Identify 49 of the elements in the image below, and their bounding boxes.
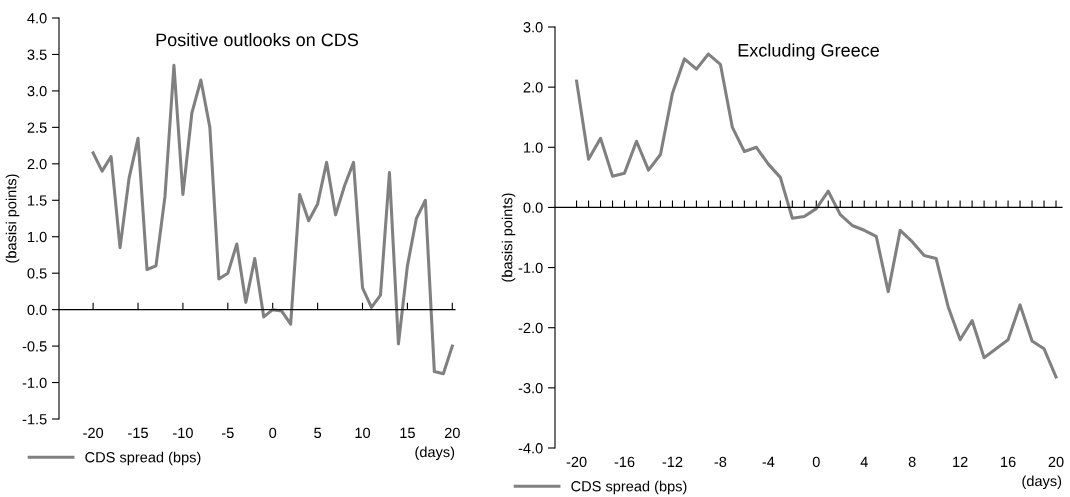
y-tick-label: 1.5 (28, 195, 47, 206)
x-tick-label: -20 (83, 427, 104, 439)
x-tick-label: -5 (221, 427, 234, 439)
x-axis-title: (days) (1022, 475, 1062, 490)
y-tick-label: -3.0 (518, 382, 543, 394)
legend-label: CDS spread (bps) (85, 451, 201, 466)
x-tick-label: -4 (762, 456, 775, 467)
y-tick-label: 2.0 (27, 158, 47, 170)
x-tick-label: -20 (566, 456, 587, 468)
y-tick-label: 0.0 (27, 304, 47, 316)
y-tick-label: 3.0 (523, 22, 543, 33)
text: Positive outlooks on CDS (156, 32, 359, 47)
x-tick-label: 10 (355, 427, 371, 439)
x-tick-label: 8 (908, 456, 916, 468)
y-tick-label: -1.5 (22, 414, 47, 425)
x-tick-label: 16 (1001, 456, 1016, 468)
x-tick-label: -15 (128, 427, 148, 439)
y-tick-label: 4.0 (27, 13, 47, 24)
y-axis-title: (basisi points) (5, 174, 20, 263)
x-tick-label: 0 (812, 456, 820, 468)
y-tick-label: -2.0 (518, 322, 543, 334)
y-tick-label: -1.0 (22, 377, 47, 388)
x-tick-label: 15 (400, 427, 415, 439)
y-tick-label: -4.0 (518, 443, 543, 454)
x-tick-label: -8 (714, 456, 727, 468)
y-tick-label: -0.5 (22, 341, 47, 352)
x-tick-label: 4 (860, 456, 868, 467)
y-tick-label: 2.5 (27, 122, 47, 133)
text: Excluding Greece (738, 43, 879, 61)
y-tick-label: -1.0 (518, 262, 543, 273)
y-tick-label: 1.0 (524, 142, 543, 153)
legend-label: CDS spread (bps) (571, 480, 687, 495)
y-tick-label: 1.0 (28, 231, 47, 243)
x-tick-label: -12 (662, 456, 683, 467)
y-tick-label: 0.0 (523, 202, 543, 213)
x-tick-label: 20 (444, 427, 460, 439)
y-tick-label: 3.5 (27, 49, 47, 60)
x-tick-label: 0 (269, 427, 277, 439)
x-tick-label: 20 (1048, 456, 1064, 468)
x-tick-label: 12 (953, 456, 968, 467)
y-axis-title: (basisi points) (501, 193, 516, 282)
y-tick-label: 0.5 (27, 268, 47, 279)
y-tick-label: 3.0 (27, 86, 47, 97)
y-tick-label: 2.0 (523, 82, 543, 93)
x-tick-label: 5 (314, 427, 322, 439)
x-tick-label: -10 (173, 427, 193, 439)
x-tick-label: -16 (614, 456, 635, 468)
x-axis-title: (days) (415, 446, 455, 461)
line-series (91, 63, 454, 376)
